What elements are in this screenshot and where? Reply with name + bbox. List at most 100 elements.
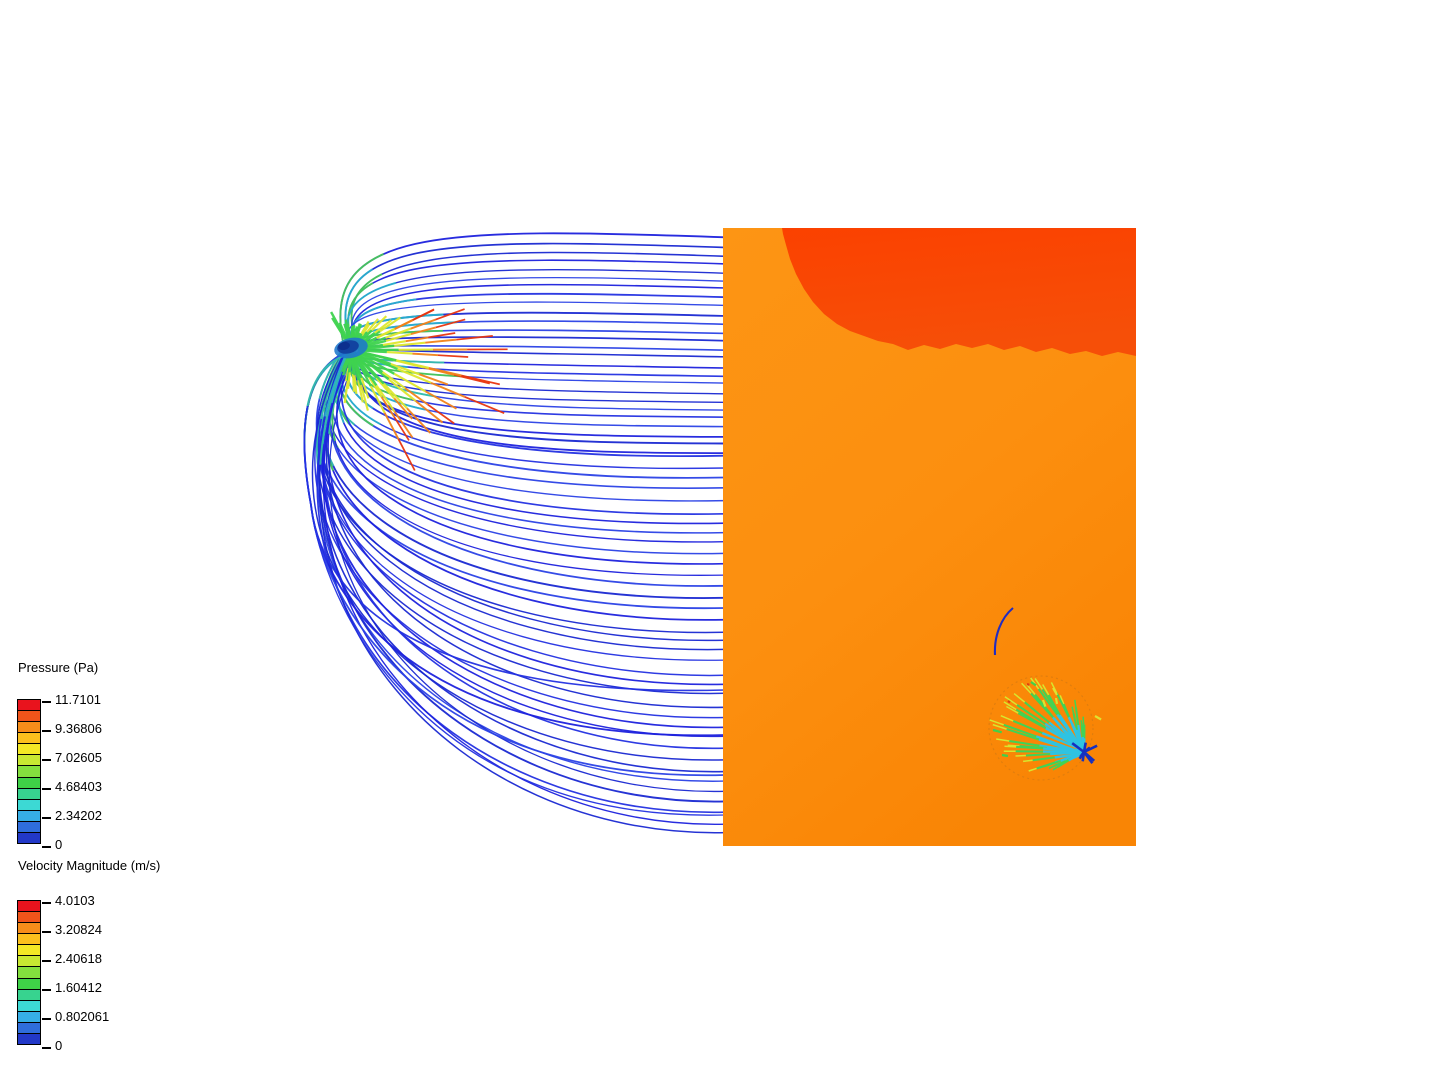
pressure-legend: Pressure (Pa) 11.7101 9.36806 7.02605 4.684… — [17, 660, 237, 858]
velocity-colorbar-segment — [18, 955, 40, 967]
vector-glyph-mid — [1003, 723, 1037, 738]
pressure-colorbar-segment — [18, 809, 40, 821]
vector-glyph-tip — [1071, 706, 1075, 714]
vector-glyph-tip — [1003, 701, 1017, 711]
velocity-ray-segment — [397, 438, 416, 471]
pressure-colorbar-segment — [18, 765, 40, 777]
high-pressure-region — [782, 228, 1136, 356]
velocity-tick: 4.0103 — [42, 892, 95, 908]
velocity-tick-label: 4.0103 — [55, 892, 95, 908]
velocity-ray-segment — [388, 378, 417, 402]
velocity-colorbar — [17, 900, 41, 1045]
velocity-tick-mark — [42, 1047, 51, 1049]
vector-glyph-mid — [1057, 759, 1070, 768]
velocity-ray-segment — [360, 384, 369, 411]
pressure-colorbar-segment — [18, 754, 40, 766]
pressure-colorbar-segment — [18, 787, 40, 799]
probe-stray-glyph — [1054, 697, 1059, 705]
vector-glyph-mid — [1024, 701, 1050, 724]
velocity-ray-segment — [396, 359, 430, 369]
streamline-near-source-overlay — [327, 346, 726, 686]
probe-stray-glyph — [1001, 753, 1009, 758]
vector-glyph-tip — [992, 723, 1007, 730]
pressure-colorbar-segment — [18, 710, 40, 722]
pressure-tick-mark — [42, 846, 51, 848]
pressure-tick-label: 11.7101 — [55, 691, 102, 707]
velocity-ray-segment — [356, 354, 385, 385]
velocity-ray-segment — [375, 377, 396, 400]
probe-stray-glyph — [1052, 687, 1058, 696]
vector-glyph-mid — [1072, 713, 1078, 731]
vector-glyph-mid — [1037, 688, 1059, 716]
vector-glyph-tip — [1004, 696, 1018, 706]
velocity-ray-segment — [361, 323, 371, 336]
vector-glyph-mid — [1080, 725, 1084, 738]
velocity-ray-segment — [393, 410, 414, 439]
vector-glyph-tip — [1059, 695, 1065, 705]
velocity-tick-mark — [42, 931, 51, 933]
vector-glyph-tip — [1034, 677, 1044, 690]
streamline-near-source-overlay — [344, 242, 727, 347]
velocity-ray-segment — [410, 318, 436, 330]
vector-glyph-tip — [1052, 766, 1059, 771]
pressure-tick-label: 4.68403 — [55, 778, 102, 794]
pressure-colorbar-segment — [18, 732, 40, 744]
pressure-tick: 7.02605 — [42, 750, 102, 765]
velocity-ray-segment — [382, 340, 406, 346]
pressure-tick: 11.7101 — [42, 691, 102, 707]
pressure-tick: 2.34202 — [42, 808, 102, 823]
velocity-tick-label: 0 — [55, 1037, 63, 1053]
vector-glyph-tip — [1004, 745, 1017, 748]
pressure-colorbar-segment — [18, 831, 40, 844]
vector-origin-cluster — [1083, 746, 1091, 754]
velocity-tick: 0 — [42, 1037, 63, 1053]
velocity-ray-segment — [375, 384, 396, 413]
velocity-ray-segment — [435, 308, 465, 321]
velocity-ray-segment — [386, 351, 413, 355]
velocity-ray-segment — [379, 316, 401, 333]
velocity-tick: 2.40618 — [42, 951, 102, 966]
velocity-ray-segment — [406, 407, 432, 434]
velocity-ray-segment — [352, 354, 363, 379]
velocity-ray-segment — [343, 380, 349, 404]
velocity-ray-segment — [393, 372, 426, 393]
velocity-tick-mark — [42, 902, 51, 904]
velocity-ray-segment — [358, 351, 392, 366]
vector-glyph-tip — [1028, 767, 1037, 772]
streamline-near-source-overlay — [303, 355, 726, 816]
stray-streamline-arc — [993, 607, 1014, 656]
streamline — [316, 356, 726, 814]
velocity-tick-label: 3.20824 — [55, 921, 102, 937]
velocity-tick: 0.802061 — [42, 1008, 110, 1024]
velocity-colorbar-segment — [18, 1010, 40, 1022]
vector-probe-group — [988, 675, 1102, 781]
vector-glyph-tip — [1021, 682, 1032, 694]
vector-glyph-tip — [1023, 759, 1033, 763]
velocity-ray-segment — [453, 373, 491, 385]
velocity-ray-segment — [425, 338, 457, 344]
streamline — [318, 349, 726, 677]
velocity-ray-segment — [394, 319, 414, 330]
vector-glyph-mid — [1009, 740, 1040, 747]
velocity-tick-mark — [42, 1018, 51, 1020]
vector-glyph-mid — [1016, 745, 1044, 750]
probe-sphere-outline — [988, 675, 1094, 781]
velocity-ray-segment — [357, 379, 364, 403]
streamline — [346, 351, 727, 404]
vector-glyph-mid — [1032, 756, 1055, 762]
velocity-colorbar-segment — [18, 966, 40, 978]
streamline-near-source-overlay — [318, 354, 726, 834]
vector-glyph-mid — [1017, 712, 1047, 730]
velocity-ray-segment — [366, 318, 379, 333]
pressure-colorbar-segment — [18, 743, 40, 755]
velocity-ray-segment — [359, 350, 397, 362]
velocity-ray-segment — [380, 396, 396, 418]
velocity-tick-label: 0.802061 — [55, 1008, 110, 1024]
velocity-ray-segment — [374, 319, 393, 334]
velocity-tick: 1.60412 — [42, 980, 102, 995]
pressure-tick: 0 — [42, 837, 62, 852]
pressure-tick-mark — [42, 759, 51, 761]
velocity-ray-segment — [456, 335, 493, 341]
pressure-tick-mark — [42, 730, 51, 732]
